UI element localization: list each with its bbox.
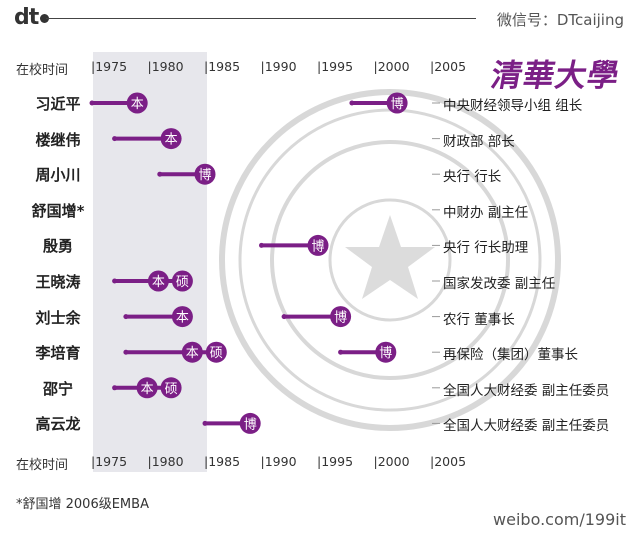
person-name: 王晓涛 [35,273,81,291]
bottom-tick-1985: |1985 [204,454,241,469]
degree-marker [160,128,182,150]
person-name: 邵宁 [42,379,73,398]
person-name: 舒国增* [31,201,85,220]
degree-label: 本 [152,275,165,290]
logo-dot-icon [40,14,49,23]
top-bar: dt 微信号：DTcaijing [0,0,640,40]
highlight-band [93,52,207,472]
person-role: 国家发改委 副主任 [443,276,556,292]
bottom-tick-1995: |1995 [317,454,354,469]
top-tick-2005: |2005 [430,59,467,74]
degree-marker [194,163,216,185]
degree-label: 硕 [176,275,189,290]
axis-title-bottom: 在校时间 [16,458,69,473]
degree-label: 本 [176,311,189,326]
person-role: 全国人大财经委 副主任委员 [443,418,610,435]
degree-marker [147,270,169,292]
person-name: 习近平 [35,95,81,113]
axis-title-top: 在校时间 [16,63,69,78]
footnote: *舒国增 2006级EMBA [16,497,149,512]
span-start-marker [112,136,118,142]
top-tick-1990: |1990 [260,59,297,74]
person-name: 高云龙 [35,415,81,434]
person-name: 楼继伟 [35,130,81,149]
bottom-tick-2005: |2005 [430,454,467,469]
degree-marker [307,234,329,256]
degree-label: 本 [186,346,199,361]
degree-marker [386,92,408,114]
degree-label: 本 [165,133,178,148]
tsinghua-seal-watermark [219,89,561,431]
person-name: 殷勇 [42,237,73,256]
degree-label: 博 [379,346,392,361]
degree-marker [160,377,182,399]
degree-label: 博 [311,239,324,254]
degree-label: 硕 [165,382,178,397]
span-start-marker [112,278,118,284]
weibo-watermark: weibo.com/199it [493,510,626,529]
degree-marker [181,341,203,363]
span-start-marker [202,420,208,426]
span-start-marker [349,100,355,106]
dt-logo: dt [14,5,39,30]
degree-label: 博 [334,311,347,326]
header-rule [46,18,476,19]
degree-marker [205,341,227,363]
person-role: 农行 董事长 [443,311,515,328]
person-name: 李培育 [35,344,81,363]
degree-label: 硕 [210,346,223,361]
person-role: 中央财经领导小组 组长 [443,98,583,114]
degree-marker [239,412,261,434]
degree-marker [136,377,158,399]
person-role: 财政部 部长 [443,133,515,150]
top-tick-1975: |1975 [91,59,128,74]
bottom-tick-2000: |2000 [373,454,410,469]
person-role: 再保险（集团）董事长 [443,347,578,364]
top-tick-1985: |1985 [204,59,241,74]
degree-label: 本 [141,382,154,397]
degree-marker [375,341,397,363]
span-start-marker [123,349,129,355]
top-tick-1980: |1980 [147,59,184,74]
span-start-marker [112,385,118,391]
bottom-tick-1980: |1980 [147,454,184,469]
degree-marker [171,270,193,292]
wechat-id: 微信号：DTcaijing [496,11,624,29]
degree-marker [171,306,193,328]
span-start-marker [338,349,344,355]
top-tick-1995: |1995 [317,59,354,74]
bottom-tick-1975: |1975 [91,454,128,469]
span-start-marker [259,242,264,248]
person-role: 央行 行长助理 [443,240,529,257]
span-start-marker [123,314,129,320]
degree-marker [126,92,148,114]
person-role: 中财办 副主任 [443,204,529,221]
degree-label: 博 [244,417,257,432]
span-start-marker [157,171,163,177]
person-role: 全国人大财经委 副主任委员 [443,382,610,399]
degree-label: 博 [198,168,211,183]
bottom-tick-1990: |1990 [260,454,297,469]
degree-marker [330,306,352,328]
degree-label: 本 [131,97,144,112]
span-start-marker [89,100,95,106]
top-tick-2000: |2000 [373,59,410,74]
span-start-marker [281,314,287,320]
person-name: 刘士余 [35,308,81,327]
person-role: 央行 行长 [443,169,502,186]
degree-label: 博 [391,97,404,112]
person-name: 周小川 [35,166,81,185]
